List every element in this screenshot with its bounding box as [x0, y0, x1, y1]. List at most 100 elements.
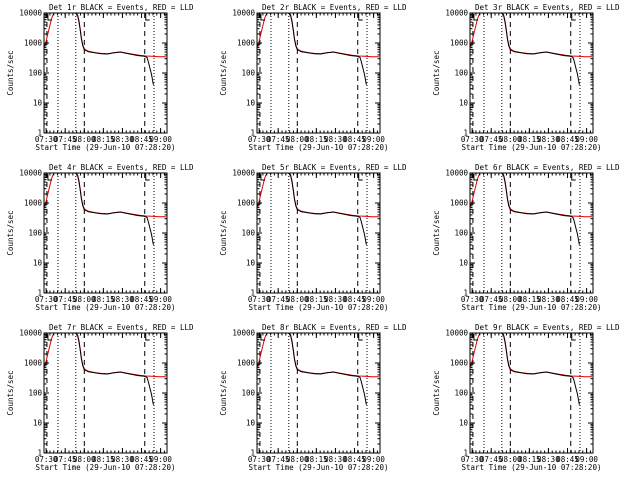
- y-tick-label: 100: [28, 229, 42, 238]
- x-tick-label: 08:15: [92, 135, 115, 144]
- y-tick-label: 10000: [445, 169, 468, 178]
- x-tick-label: 07:30: [35, 455, 58, 464]
- x-tick-label: 08:45: [130, 135, 153, 144]
- y-tick-label: 100: [454, 389, 468, 398]
- series-line-events: [46, 333, 154, 405]
- chart-title: Det 4r BLACK = Events, RED = LLD: [49, 163, 194, 172]
- detector-chart-5: 1 10 100 1000 10000 07:3007:4508:0008:1508:30…: [219, 163, 407, 312]
- x-tick-label: 08:30: [324, 295, 347, 304]
- x-tick-label: 08:15: [518, 135, 541, 144]
- chart-title: Det 9r BLACK = Events, RED = LLD: [475, 323, 620, 332]
- y-tick-label: 1000: [450, 39, 469, 48]
- y-tick-label: 10000: [19, 329, 42, 338]
- x-tick-label: 07:45: [54, 455, 77, 464]
- x-tick-label: 07:45: [267, 135, 290, 144]
- y-tick-label: 1: [250, 289, 255, 298]
- x-tick-label: 08:00: [73, 295, 96, 304]
- x-tick-label: 07:30: [248, 135, 271, 144]
- x-axis-label: Start Time (29-Jun-10 07:28:20): [462, 303, 602, 312]
- x-axis-label: Start Time (29-Jun-10 07:28:20): [36, 463, 176, 472]
- x-tick-label: 07:30: [35, 135, 58, 144]
- x-tick-label: 08:45: [556, 135, 579, 144]
- y-tick-label: 1000: [237, 39, 256, 48]
- y-tick-label: 10: [246, 99, 256, 108]
- interval-bracket-mark: [473, 14, 478, 21]
- x-tick-label: 08:30: [111, 135, 134, 144]
- x-tick-label: 08:15: [92, 455, 115, 464]
- y-tick-label: 100: [454, 229, 468, 238]
- y-tick-label: 10000: [19, 169, 42, 178]
- y-tick-label: 100: [28, 389, 42, 398]
- plot-frame: [469, 332, 594, 454]
- x-tick-label: 09:00: [575, 135, 598, 144]
- y-tick-label: 1000: [450, 359, 469, 368]
- x-tick-label: 08:00: [499, 455, 522, 464]
- x-axis-label: Start Time (29-Jun-10 07:28:20): [249, 463, 389, 472]
- interval-bracket-mark: [145, 334, 150, 341]
- interval-bracket-mark: [260, 334, 265, 341]
- x-axis-label: Start Time (29-Jun-10 07:28:20): [462, 143, 602, 152]
- y-tick-label: 1000: [450, 199, 469, 208]
- interval-bracket-mark: [358, 334, 363, 341]
- x-tick-label: 08:00: [499, 135, 522, 144]
- y-axis-label: Counts/sec: [432, 50, 441, 95]
- y-tick-label: 10000: [445, 9, 468, 18]
- plot-frame: [256, 172, 381, 294]
- chart-title: Det 3r BLACK = Events, RED = LLD: [475, 3, 620, 12]
- y-axis-label: Counts/sec: [432, 370, 441, 415]
- y-tick-label: 100: [454, 69, 468, 78]
- detector-chart-3: 1 10 100 1000 10000 07:3007:4508:0008:1508:30…: [432, 3, 620, 152]
- y-tick-label: 1: [250, 449, 255, 458]
- x-tick-label: 07:45: [54, 135, 77, 144]
- plot-frame: [256, 332, 381, 454]
- y-tick-label: 10000: [232, 9, 255, 18]
- x-tick-label: 08:15: [305, 295, 328, 304]
- x-tick-label: 08:15: [518, 455, 541, 464]
- chart-title: Det 8r BLACK = Events, RED = LLD: [262, 323, 407, 332]
- y-axis-label: Counts/sec: [219, 370, 228, 415]
- y-tick-label: 10: [33, 259, 43, 268]
- detector-chart-2: 1 10 100 1000 10000 07:3007:4508:0008:1508:30…: [219, 3, 407, 152]
- x-tick-label: 07:45: [267, 455, 290, 464]
- y-tick-label: 1: [463, 129, 468, 138]
- x-tick-label: 08:30: [537, 135, 560, 144]
- x-tick-label: 07:30: [461, 455, 484, 464]
- series-line-events: [472, 333, 580, 405]
- plot-frame: [43, 12, 168, 134]
- y-tick-label: 10000: [232, 169, 255, 178]
- chart-title: Det 6r BLACK = Events, RED = LLD: [475, 163, 620, 172]
- y-tick-label: 1: [37, 289, 42, 298]
- x-axis-label: Start Time (29-Jun-10 07:28:20): [36, 303, 176, 312]
- plot-frame: [469, 172, 594, 294]
- y-tick-label: 1000: [237, 199, 256, 208]
- interval-bracket-mark: [47, 174, 52, 181]
- y-tick-label: 1: [463, 289, 468, 298]
- y-axis-label: Counts/sec: [6, 370, 15, 415]
- plot-frame: [469, 12, 594, 134]
- x-tick-label: 07:45: [480, 135, 503, 144]
- x-tick-label: 09:00: [362, 295, 385, 304]
- x-tick-label: 08:30: [111, 295, 134, 304]
- y-tick-label: 1000: [24, 39, 43, 48]
- chart-title: Det 7r BLACK = Events, RED = LLD: [49, 323, 194, 332]
- y-tick-label: 10: [33, 419, 43, 428]
- x-tick-label: 07:45: [54, 295, 77, 304]
- x-tick-label: 08:45: [130, 295, 153, 304]
- y-tick-label: 1000: [237, 359, 256, 368]
- chart-title: Det 5r BLACK = Events, RED = LLD: [262, 163, 407, 172]
- y-tick-label: 10000: [232, 329, 255, 338]
- x-tick-label: 08:30: [324, 455, 347, 464]
- x-tick-label: 08:15: [305, 135, 328, 144]
- detector-chart-9: 1 10 100 1000 10000 07:3007:4508:0008:1508:30…: [432, 323, 620, 472]
- x-tick-label: 07:30: [461, 135, 484, 144]
- series-line-events: [472, 173, 580, 245]
- x-tick-label: 09:00: [362, 455, 385, 464]
- y-tick-label: 10: [246, 259, 256, 268]
- x-tick-label: 08:45: [130, 455, 153, 464]
- interval-bracket-mark: [571, 334, 576, 341]
- x-tick-label: 07:30: [248, 455, 271, 464]
- y-tick-label: 100: [28, 69, 42, 78]
- x-axis-label: Start Time (29-Jun-10 07:28:20): [249, 303, 389, 312]
- x-tick-label: 08:45: [556, 295, 579, 304]
